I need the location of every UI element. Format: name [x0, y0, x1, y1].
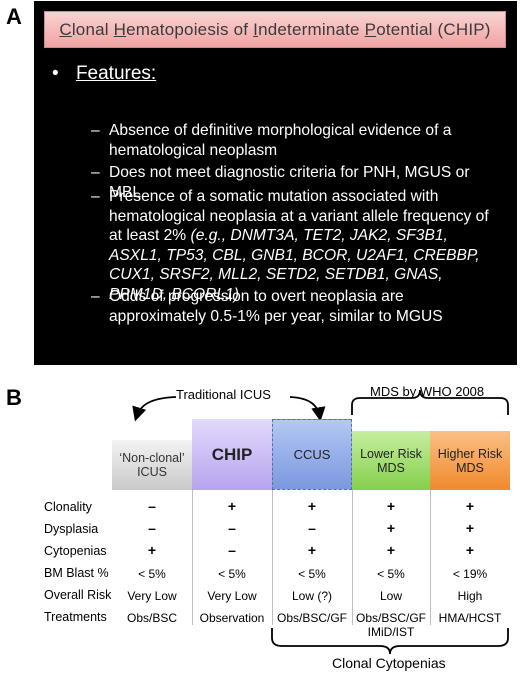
header-line1: CCUS [293, 447, 331, 462]
features-label: Features: [75, 63, 157, 84]
row-label-dysplasia: Dysplasia [44, 522, 99, 536]
title-fragment: otential (CHIP) [376, 19, 491, 39]
cell-treat-lr-mds: Obs/BSC/GF [355, 611, 426, 625]
chip-title-banner: Clonal Hematopoiesis of Indeterminate Po… [44, 11, 506, 48]
arrow-to-icus [132, 396, 177, 422]
row-label-bm-blast: BM Blast % [44, 566, 109, 580]
cell-risk-chip: Very Low [207, 589, 257, 603]
features-heading: • Features: [52, 63, 156, 85]
cell-blast-icus: < 5% [138, 567, 166, 581]
title-initial: P [364, 19, 377, 39]
header-line2: MDS [377, 460, 405, 475]
header-nonclonal-icus: ‘Non-clonal’ ICUS [112, 440, 192, 490]
cell-cytopenias-icus: + [147, 542, 157, 558]
cell-treat-chip: Observation [199, 611, 265, 625]
panel-a-letter: A [6, 4, 22, 29]
cell-risk-icus: Very Low [127, 589, 177, 603]
cell-dysplasia-lr-mds: + [386, 520, 396, 536]
header-lower-risk-mds: Lower Risk MDS [352, 431, 430, 490]
feature-text: Odds of progression to overt neoplasia a… [109, 288, 443, 325]
cell-cytopenias-lr-mds: + [386, 542, 396, 558]
arrow-to-ccus [289, 396, 326, 422]
panel-b-letter: B [6, 385, 22, 410]
column-divider [430, 490, 431, 625]
row-label-clonality: Clonality [44, 500, 92, 514]
clonal-cytopenias-label: Clonal Cytopenias [332, 655, 446, 671]
cell-clonality-lr-mds: + [386, 498, 396, 514]
cell-blast-chip: < 5% [218, 567, 246, 581]
cell-clonality-icus: – [148, 498, 156, 514]
title-fragment: ndeterminate [258, 19, 365, 39]
mds-brace [351, 389, 509, 415]
cell-risk-hr-mds: High [457, 589, 483, 603]
row-label-treatments: Treatments [44, 610, 107, 624]
cell-cytopenias-hr-mds: + [465, 542, 475, 558]
cell-risk-lr-mds: Low [379, 589, 402, 603]
feature-text: Does not meet diagnostic criteria for PN… [109, 164, 470, 201]
title-initial: I [253, 19, 259, 39]
title-fragment: lonal [71, 19, 114, 39]
cell-clonality-chip: + [227, 498, 237, 514]
column-divider [192, 490, 193, 625]
header-higher-risk-mds: Higher Risk MDS [430, 431, 510, 490]
row-label-cytopenias: Cytopenias [44, 544, 107, 558]
cell-dysplasia-icus: – [148, 520, 156, 536]
header-line2: ICUS [137, 465, 167, 479]
features-list: – Absence of definitive morphological ev… [91, 121, 501, 351]
header-ccus: CCUS [272, 419, 352, 490]
title-initial: C [59, 19, 72, 39]
cell-cytopenias-ccus: + [307, 542, 317, 558]
bullet-icon: • [52, 63, 59, 84]
cell-treat-ccus: Obs/BSC/GF [276, 611, 347, 625]
cell-dysplasia-chip: – [228, 520, 236, 536]
title-initial: H [113, 19, 127, 39]
mutation-text: Presence of a somatic mutation associate… [109, 188, 489, 244]
header-line1: Lower Risk [360, 446, 422, 461]
cell-cytopenias-chip: – [228, 542, 236, 558]
header-line1: ‘Non-clonal’ [119, 451, 185, 465]
row-label-overall-risk: Overall Risk [44, 588, 112, 602]
cell-clonality-hr-mds: + [465, 498, 475, 514]
cell-clonality-ccus: + [307, 498, 317, 514]
title-fragment: ematopoiesis of [126, 19, 254, 39]
feature-text: Presence of a somatic mutation associate… [109, 187, 499, 304]
mutation-gene-list: (e.g., DNMT3A, TET2, JAK2, SF3B1, ASXL1,… [109, 227, 480, 303]
header-line2: MDS [456, 460, 484, 475]
cell-dysplasia-hr-mds: + [465, 520, 475, 536]
chip-definition-panel: Clonal Hematopoiesis of Indeterminate Po… [34, 1, 517, 365]
cell-dysplasia-ccus: – [308, 520, 316, 536]
traditional-icus-label: Traditional ICUS [176, 387, 271, 402]
header-line1: CHIP [211, 444, 253, 464]
feature-text: Absence of definitive morphological evid… [109, 122, 452, 159]
cell-blast-hr-mds: < 19% [452, 567, 488, 581]
cell-treat-icus: Obs/BSC [126, 611, 177, 625]
cell-blast-ccus: < 5% [298, 567, 326, 581]
cell-treat-hr-mds: HMA/HCST [438, 611, 502, 625]
column-divider [272, 490, 273, 625]
chip-title: Clonal Hematopoiesis of Indeterminate Po… [59, 20, 490, 40]
cell-blast-lr-mds: < 5% [377, 567, 405, 581]
mds-who-label: MDS by WHO 2008 [370, 384, 485, 399]
column-divider [352, 490, 353, 625]
cell-risk-ccus: Low (?) [291, 589, 332, 603]
cell-treat-lr-mds-extra: IMiD/IST [367, 625, 415, 639]
header-line1: Higher Risk [437, 446, 503, 461]
clonal-cytopenias-brace [271, 628, 509, 655]
header-chip: CHIP [192, 419, 272, 490]
